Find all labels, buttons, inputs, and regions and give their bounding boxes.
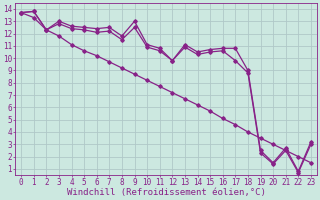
X-axis label: Windchill (Refroidissement éolien,°C): Windchill (Refroidissement éolien,°C) bbox=[67, 188, 266, 197]
